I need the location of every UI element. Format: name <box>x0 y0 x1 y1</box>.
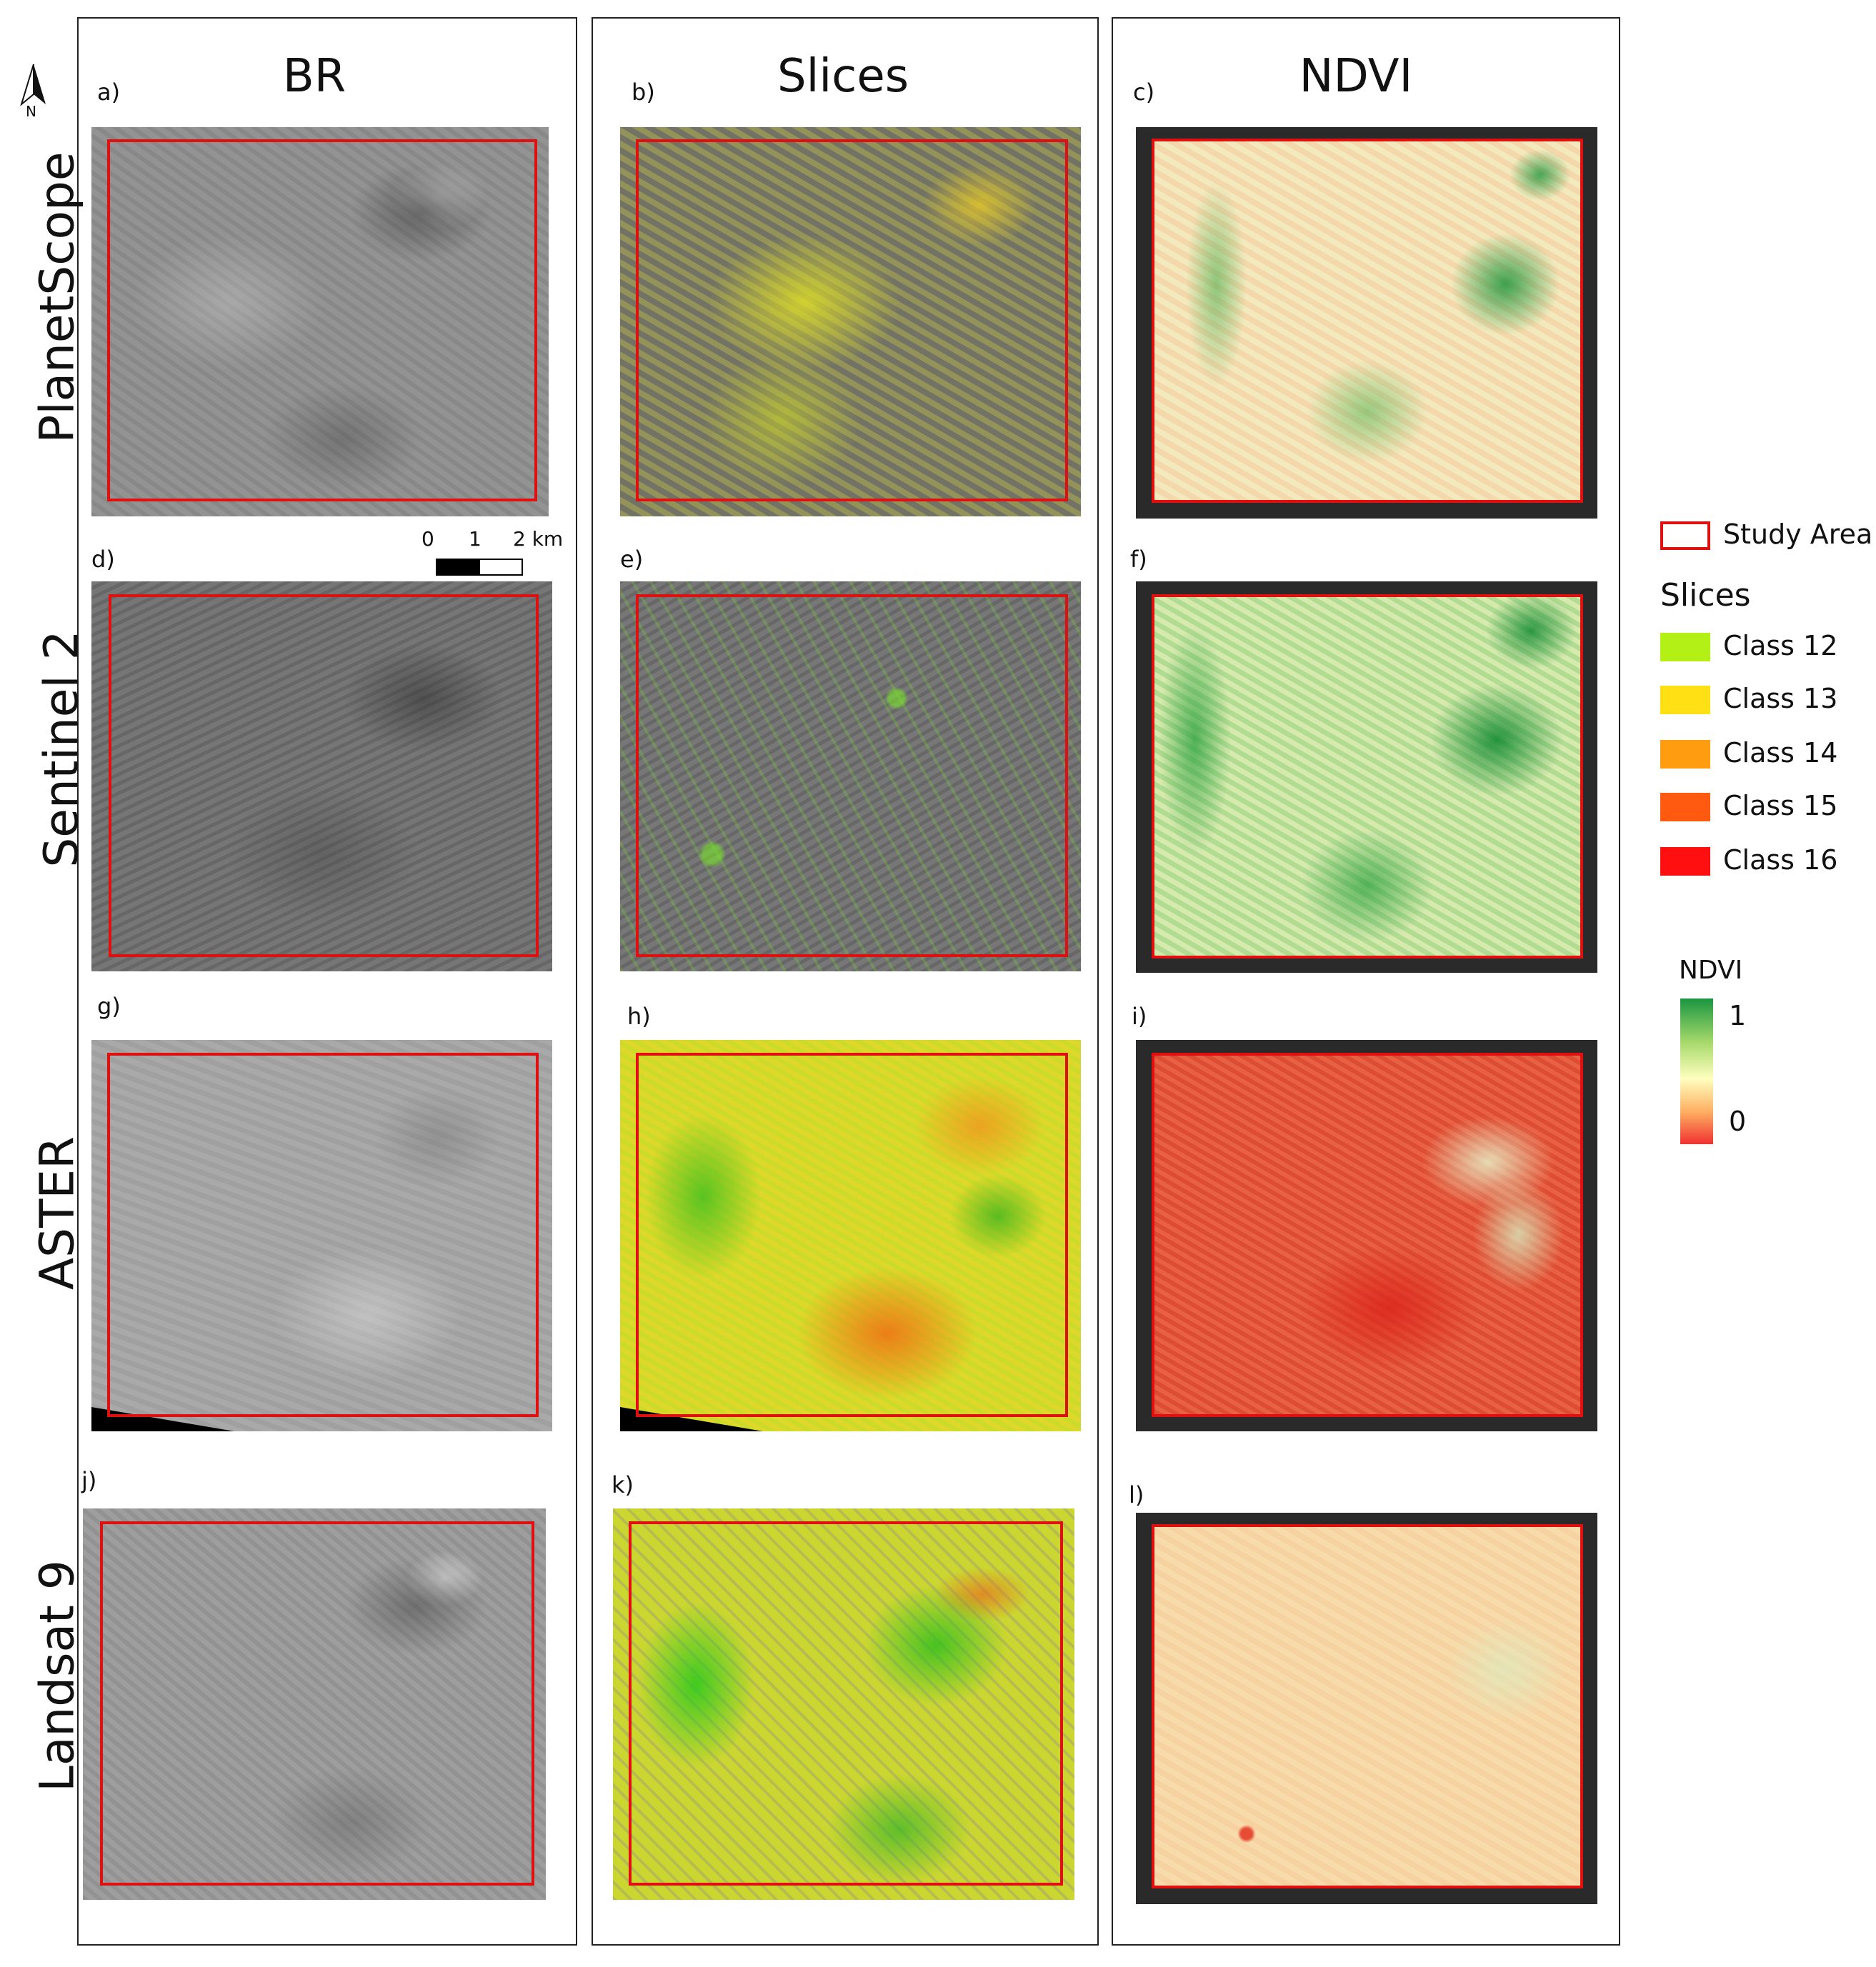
panel-letter-b: b) <box>632 79 655 106</box>
panel-letter-f: f) <box>1130 546 1147 573</box>
panel-letter-c: c) <box>1133 79 1155 106</box>
legend-class-13-swatch <box>1660 686 1710 714</box>
legend-class-12-label: Class 12 <box>1723 630 1838 661</box>
panel-letter-i: i) <box>1132 1003 1147 1030</box>
scale-bar-black <box>436 559 482 576</box>
map-br-sentinel2 <box>91 581 552 971</box>
map-ndvi-aster <box>1152 1053 1583 1417</box>
legend-ndvi-max: 1 <box>1729 1000 1747 1031</box>
panel-letter-e: e) <box>620 546 644 573</box>
panel-letter-k: k) <box>612 1471 634 1498</box>
legend-ndvi-ramp <box>1680 998 1713 1144</box>
map-br-landsat9 <box>83 1508 546 1900</box>
column-header-slices: Slices <box>777 50 909 103</box>
legend-class-13-label: Class 13 <box>1723 683 1838 714</box>
panel-letter-l: l) <box>1129 1481 1144 1508</box>
row-label-sentinel2: Sentinel 2 <box>34 630 89 868</box>
row-label-aster: ASTER <box>29 1136 85 1290</box>
column-header-br: BR <box>282 50 346 103</box>
legend-ndvi-min: 0 <box>1729 1106 1747 1137</box>
legend-class-12-swatch <box>1660 633 1710 661</box>
legend-class-15-swatch <box>1660 793 1710 821</box>
map-br-aster <box>91 1040 552 1431</box>
map-slices-sentinel2 <box>620 581 1081 971</box>
north-arrow-icon <box>20 64 46 106</box>
row-label-landsat9: Landsat 9 <box>29 1560 85 1792</box>
legend-class-14-swatch <box>1660 740 1710 769</box>
north-label: N <box>26 103 36 120</box>
scale-tick-0: 0 <box>421 527 434 551</box>
column-frame-ndvi <box>1112 17 1620 1946</box>
panel-letter-g: g) <box>97 993 121 1020</box>
panel-letter-a: a) <box>97 79 121 106</box>
scale-tick-1: 1 <box>469 527 482 551</box>
map-ndvi-planetscope <box>1152 139 1583 503</box>
scale-bar-white <box>479 559 523 576</box>
column-frame-slices <box>592 17 1099 1946</box>
panel-letter-d: d) <box>91 546 115 573</box>
map-slices-planetscope <box>620 127 1081 516</box>
column-frame-br <box>77 17 577 1946</box>
scale-bar: 0 1 2 km <box>421 527 569 577</box>
legend-class-16-swatch <box>1660 847 1710 876</box>
north-arrow: N <box>16 63 51 120</box>
legend-class-16-label: Class 16 <box>1723 844 1838 876</box>
legend-slices-title: Slices <box>1660 577 1751 614</box>
legend-class-15-label: Class 15 <box>1723 790 1838 821</box>
scale-tick-2: 2 km <box>513 527 564 551</box>
legend-study-area-swatch <box>1660 521 1710 550</box>
panel-letter-h: h) <box>627 1003 651 1030</box>
legend-class-14-label: Class 14 <box>1723 737 1838 769</box>
map-slices-landsat9 <box>613 1508 1074 1900</box>
map-ndvi-landsat9 <box>1152 1524 1583 1888</box>
map-ndvi-sentinel2 <box>1152 594 1583 959</box>
legend-ndvi-title: NDVI <box>1679 956 1743 985</box>
panel-letter-j: j) <box>81 1467 97 1494</box>
column-header-ndvi: NDVI <box>1299 50 1413 103</box>
legend-study-area-label: Study Area <box>1723 519 1873 550</box>
map-br-planetscope <box>91 127 549 516</box>
row-label-planetscope: PlanetScope <box>29 151 85 444</box>
map-slices-aster <box>620 1040 1081 1431</box>
